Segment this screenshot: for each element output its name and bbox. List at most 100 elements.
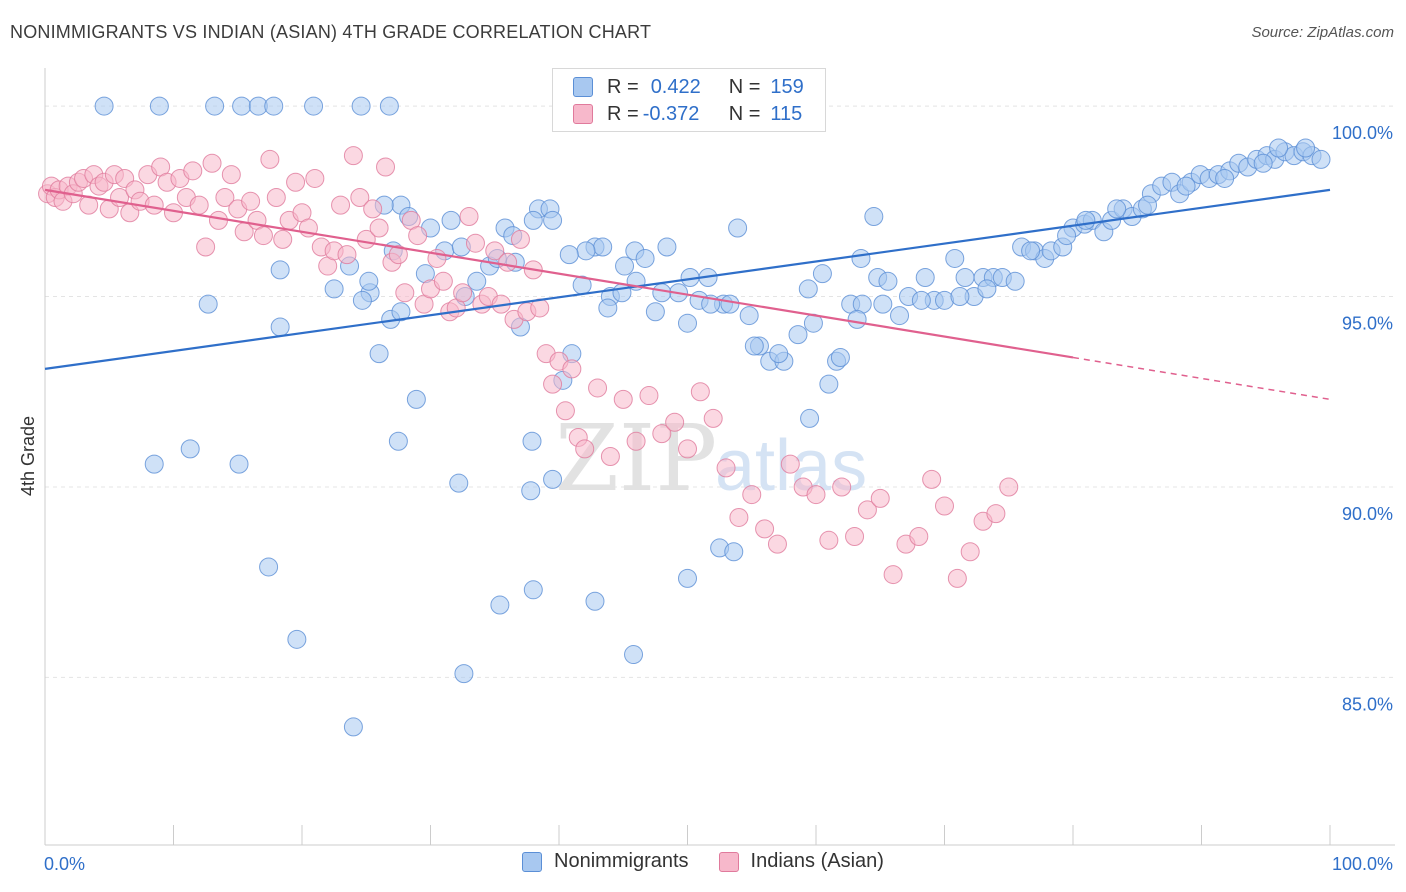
point-indians <box>241 191 261 211</box>
point-indians <box>215 188 235 207</box>
point-nonimmigrants <box>144 454 164 474</box>
legend-swatch-pink <box>573 104 593 124</box>
point-nonimmigrants <box>343 717 363 737</box>
point-nonimmigrants <box>624 645 644 665</box>
point-indians <box>253 226 273 246</box>
legend-label-nonimmigrants: Nonimmigrants <box>554 850 689 872</box>
point-nonimmigrants <box>744 336 764 356</box>
x-tick-label: 100.0% <box>1332 854 1393 874</box>
legend-n-label: N = <box>728 102 761 125</box>
point-indians <box>376 157 396 177</box>
point-indians <box>273 229 293 249</box>
point-indians <box>742 485 762 505</box>
point-indians <box>350 188 370 207</box>
point-nonimmigrants <box>467 271 487 291</box>
point-nonimmigrants <box>1296 138 1316 158</box>
point-indians <box>485 241 505 261</box>
point-indians <box>716 458 736 478</box>
point-indians <box>755 519 775 539</box>
point-nonimmigrants <box>229 454 249 474</box>
point-indians <box>703 408 723 428</box>
point-nonimmigrants <box>612 283 632 303</box>
point-nonimmigrants <box>955 267 975 287</box>
y-tick-label: 100.0% <box>1332 123 1393 143</box>
point-indians <box>459 207 479 227</box>
trendline-indians <box>44 188 1074 359</box>
point-indians <box>960 542 980 562</box>
point-indians <box>986 504 1006 524</box>
point-indians <box>947 568 967 588</box>
point-indians <box>286 172 306 192</box>
point-indians <box>922 469 942 489</box>
point-nonimmigrants <box>264 96 284 116</box>
legend-n-label: N = <box>728 75 761 98</box>
point-indians <box>363 199 383 219</box>
point-nonimmigrants <box>635 248 655 268</box>
point-nonimmigrants <box>812 264 832 284</box>
point-indians <box>465 233 485 253</box>
point-nonimmigrants <box>1253 153 1273 173</box>
point-nonimmigrants <box>615 256 635 276</box>
point-nonimmigrants <box>645 302 665 322</box>
point-nonimmigrants <box>205 96 225 116</box>
point-nonimmigrants <box>270 317 290 337</box>
point-nonimmigrants <box>441 210 461 230</box>
y-tick-label: 90.0% <box>1342 504 1393 524</box>
point-indians <box>652 424 672 444</box>
point-nonimmigrants <box>287 629 307 649</box>
point-nonimmigrants <box>585 591 605 611</box>
point-indians <box>626 431 646 451</box>
point-nonimmigrants <box>977 279 997 299</box>
point-indians <box>305 168 325 188</box>
point-nonimmigrants <box>198 294 218 314</box>
point-indians <box>395 283 415 303</box>
point-nonimmigrants <box>945 248 965 268</box>
legend-swatch-blue <box>522 851 543 872</box>
point-nonimmigrants <box>1057 226 1077 246</box>
point-indians <box>857 500 877 520</box>
point-nonimmigrants <box>259 557 279 577</box>
stats-legend: R = 0.422 N = 159 R = -0.372 N = 115 <box>552 68 826 132</box>
point-nonimmigrants <box>270 260 290 280</box>
point-indians <box>575 439 595 459</box>
point-indians <box>369 218 389 238</box>
point-nonimmigrants <box>454 664 474 684</box>
point-nonimmigrants <box>352 290 372 310</box>
point-nonimmigrants <box>1215 168 1235 188</box>
point-nonimmigrants <box>543 469 563 489</box>
point-indians <box>909 526 929 546</box>
legend-item-nonimmigrants[interactable]: Nonimmigrants <box>522 850 689 873</box>
point-indians <box>196 237 216 257</box>
point-nonimmigrants <box>1311 149 1331 169</box>
point-nonimmigrants <box>593 237 613 257</box>
legend-n-value: 159 <box>770 75 804 98</box>
point-indians <box>388 245 408 265</box>
point-nonimmigrants <box>800 408 820 428</box>
point-indians <box>221 165 241 185</box>
point-indians <box>845 526 865 546</box>
point-indians <box>588 378 608 398</box>
y-tick-label: 95.0% <box>1342 314 1393 334</box>
point-nonimmigrants <box>788 325 808 345</box>
point-nonimmigrants <box>351 96 371 116</box>
legend-r-value: -0.372 <box>642 102 700 125</box>
point-nonimmigrants <box>851 248 871 268</box>
legend-r-label: R = <box>607 75 639 98</box>
legend-row-indians: R = -0.372 N = 115 <box>573 102 802 126</box>
point-nonimmigrants <box>728 218 748 238</box>
point-nonimmigrants <box>950 287 970 307</box>
point-nonimmigrants <box>873 294 893 314</box>
point-indians <box>189 195 209 215</box>
point-nonimmigrants <box>369 344 389 364</box>
point-nonimmigrants <box>324 279 344 299</box>
point-nonimmigrants <box>406 389 426 409</box>
point-indians <box>639 386 659 406</box>
legend-item-indians[interactable]: Indians (Asian) <box>718 850 884 873</box>
point-indians <box>819 530 839 550</box>
watermark-zip: ZIP <box>555 405 717 512</box>
y-tick-label: 85.0% <box>1342 694 1393 714</box>
point-nonimmigrants <box>559 245 579 265</box>
point-nonimmigrants <box>379 96 399 116</box>
point-indians <box>935 496 954 516</box>
point-indians <box>543 374 563 394</box>
